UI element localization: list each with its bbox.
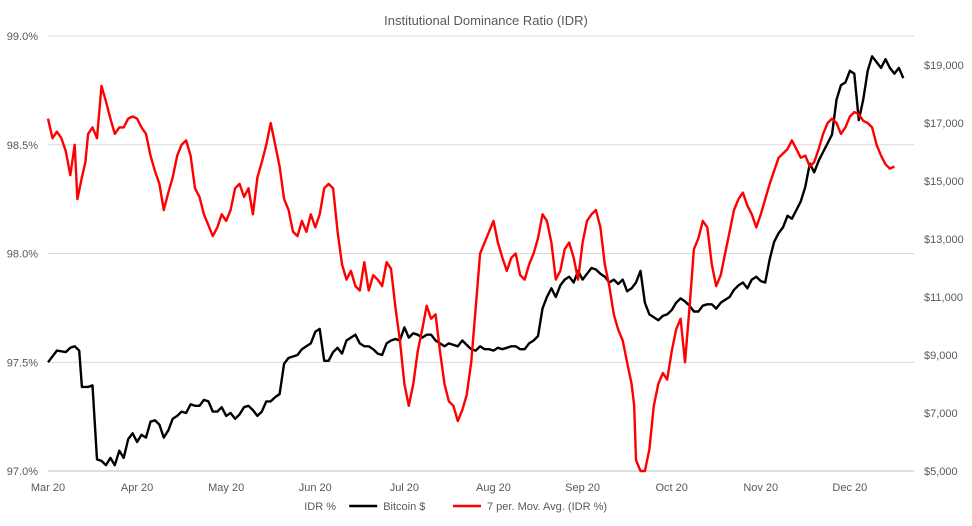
left-tick-label: 98.0%	[7, 249, 38, 261]
x-axis-ticks: Mar 20 Apr 20 May 20 Jun 20 Jul 20 Aug 20 Sep …	[31, 482, 867, 494]
right-tick-label: $19,000	[924, 60, 964, 72]
left-tick-label: 97.0%	[7, 466, 38, 478]
legend-item[interactable]: Bitcoin $	[383, 501, 425, 513]
legend-item[interactable]: IDR %	[304, 501, 336, 513]
left-axis-ticks: 97.0% 97.5% 98.0% 98.5% 99.0%	[7, 31, 38, 478]
right-tick-label: $15,000	[924, 176, 964, 188]
left-tick-label: 98.5%	[7, 140, 38, 152]
right-tick-label: $9,000	[924, 350, 958, 362]
x-tick-label: Jun 20	[299, 482, 332, 494]
series-line	[46, 84, 895, 473]
right-tick-label: $17,000	[924, 118, 964, 130]
x-tick-label: Dec 20	[832, 482, 867, 494]
left-tick-label: 99.0%	[7, 31, 38, 43]
series-layer	[46, 55, 905, 473]
right-tick-label: $5,000	[924, 466, 958, 478]
chart-title: Institutional Dominance Ratio (IDR)	[384, 13, 588, 28]
x-tick-label: Sep 20	[565, 482, 600, 494]
right-tick-label: $7,000	[924, 408, 958, 420]
left-tick-label: 97.5%	[7, 357, 38, 369]
x-tick-label: Oct 20	[655, 482, 687, 494]
right-tick-label: $13,000	[924, 234, 964, 246]
x-tick-label: Mar 20	[31, 482, 65, 494]
legend-item[interactable]: 7 per. Mov. Avg. (IDR %)	[487, 501, 607, 513]
series-line	[47, 55, 905, 467]
x-tick-label: Apr 20	[121, 482, 153, 494]
x-tick-label: Nov 20	[743, 482, 778, 494]
right-axis-ticks: $5,000 $7,000 $9,000 $11,000 $13,000 $15,000 $…	[924, 60, 964, 478]
x-tick-label: Jul 20	[390, 482, 419, 494]
x-tick-label: Aug 20	[476, 482, 511, 494]
right-tick-label: $11,000	[924, 292, 963, 304]
x-tick-label: May 20	[208, 482, 244, 494]
legend[interactable]: IDR % Bitcoin $ 7 per. Mov. Avg. (IDR %)	[304, 501, 607, 513]
